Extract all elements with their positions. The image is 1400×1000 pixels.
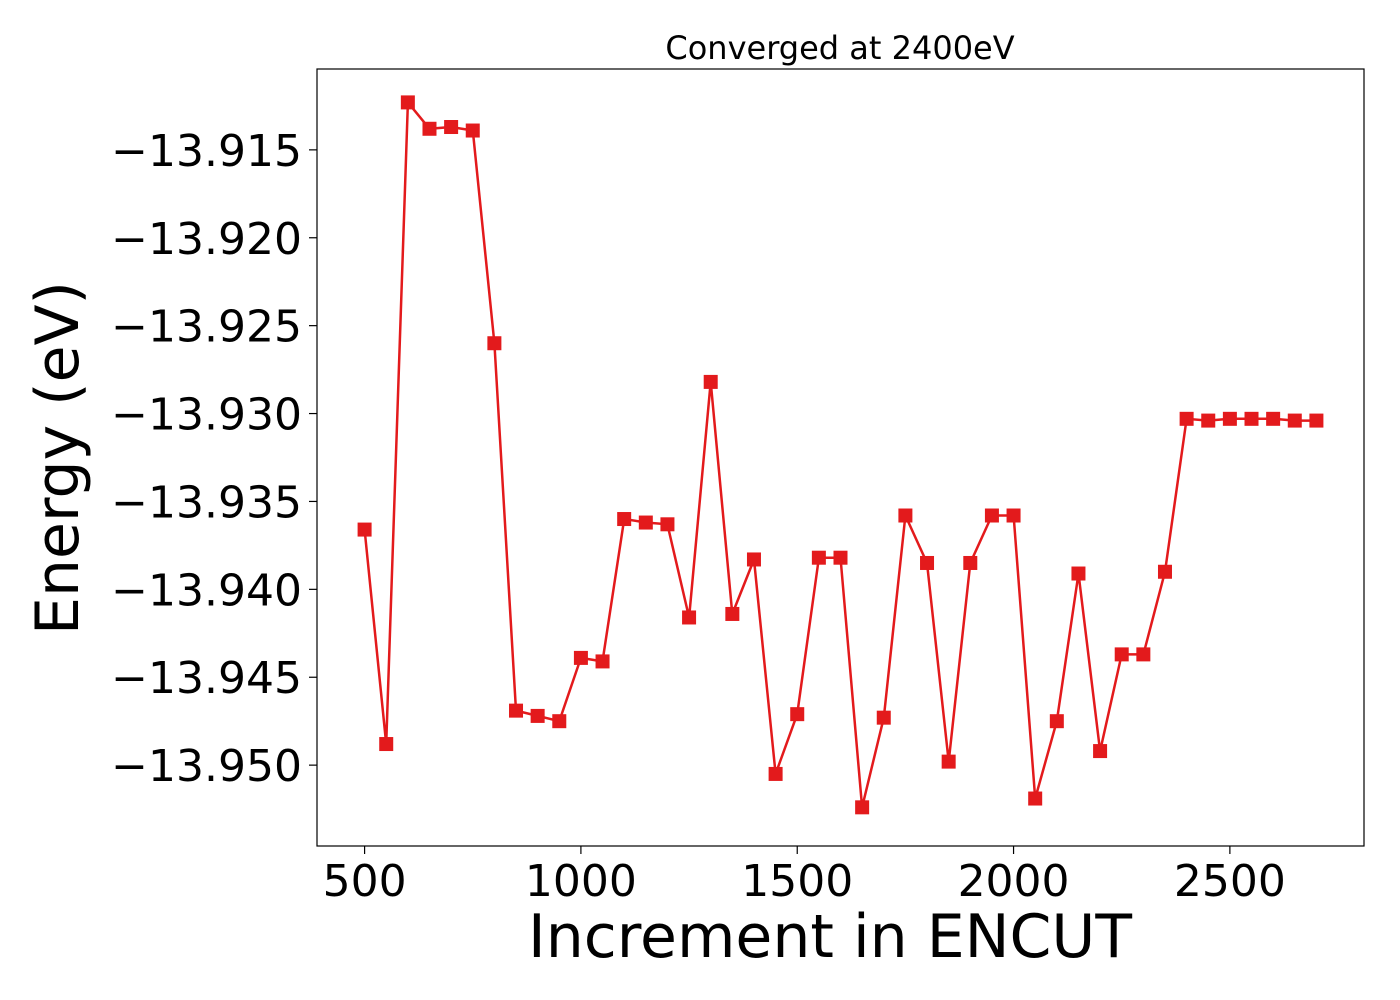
- y-tick-label: −13.925: [111, 302, 302, 353]
- data-point: [1136, 647, 1151, 662]
- x-tick-label: 1500: [741, 856, 853, 907]
- data-point: [638, 515, 653, 530]
- data-point: [746, 552, 761, 567]
- x-axis: 500 1000 1500 2000 2500: [323, 846, 1286, 907]
- data-point: [1309, 413, 1324, 428]
- data-point: [703, 374, 718, 389]
- data-point: [465, 123, 480, 138]
- y-tick-label: −13.950: [111, 741, 302, 792]
- x-tick-label: 1000: [525, 856, 637, 907]
- data-point: [811, 550, 826, 565]
- data-point: [357, 522, 372, 537]
- series-line: [363, 99, 1317, 808]
- data-point: [1028, 791, 1043, 806]
- y-tick-label: −13.940: [111, 565, 302, 616]
- y-tick-label: −13.915: [111, 126, 302, 177]
- x-axis-label: Increment in ENCUT: [528, 902, 1132, 972]
- x-tick-label: 500: [323, 856, 407, 907]
- data-point: [790, 707, 805, 722]
- y-tick-label: −13.935: [111, 477, 302, 528]
- series-layer: [357, 95, 1324, 815]
- data-point: [1201, 413, 1216, 428]
- data-point: [963, 555, 978, 570]
- data-point: [530, 708, 545, 723]
- data-point: [1244, 411, 1259, 426]
- data-point: [768, 766, 783, 781]
- y-tick-label: −13.920: [111, 214, 302, 265]
- data-point: [1222, 411, 1237, 426]
- data-point: [1179, 411, 1194, 426]
- data-point: [682, 610, 697, 625]
- data-point: [1287, 413, 1302, 428]
- data-point: [1049, 714, 1064, 729]
- y-tick-label: −13.945: [111, 653, 302, 704]
- data-point: [855, 800, 870, 815]
- data-point: [379, 737, 394, 752]
- data-point: [660, 517, 675, 532]
- data-point: [509, 703, 524, 718]
- chart-title: Converged at 2400eV: [665, 29, 1014, 67]
- data-point: [941, 754, 956, 769]
- data-point: [876, 710, 891, 725]
- data-point: [725, 606, 740, 621]
- y-tick-label: −13.930: [111, 390, 302, 441]
- data-point: [444, 120, 459, 135]
- data-point: [1114, 647, 1129, 662]
- data-point: [920, 555, 935, 570]
- data-point: [833, 550, 848, 565]
- data-point: [1266, 411, 1281, 426]
- x-tick-label: 2500: [1174, 856, 1286, 907]
- data-point: [595, 654, 610, 669]
- data-point: [573, 650, 588, 665]
- data-point: [617, 512, 632, 527]
- plot-frame: [316, 68, 1365, 847]
- data-point: [487, 336, 502, 351]
- data-point: [1006, 508, 1021, 523]
- data-point: [984, 508, 999, 523]
- data-point: [898, 508, 913, 523]
- data-point: [552, 714, 567, 729]
- data-point: [1071, 566, 1086, 581]
- x-tick-label: 2000: [958, 856, 1070, 907]
- data-point: [1093, 744, 1108, 759]
- y-axis-label: Energy (eV): [23, 281, 93, 635]
- data-point: [400, 95, 415, 110]
- data-point: [1157, 564, 1172, 579]
- data-point: [422, 121, 437, 136]
- y-axis: −13.915 −13.920 −13.925 −13.930 −13.935 −13.9…: [111, 126, 317, 792]
